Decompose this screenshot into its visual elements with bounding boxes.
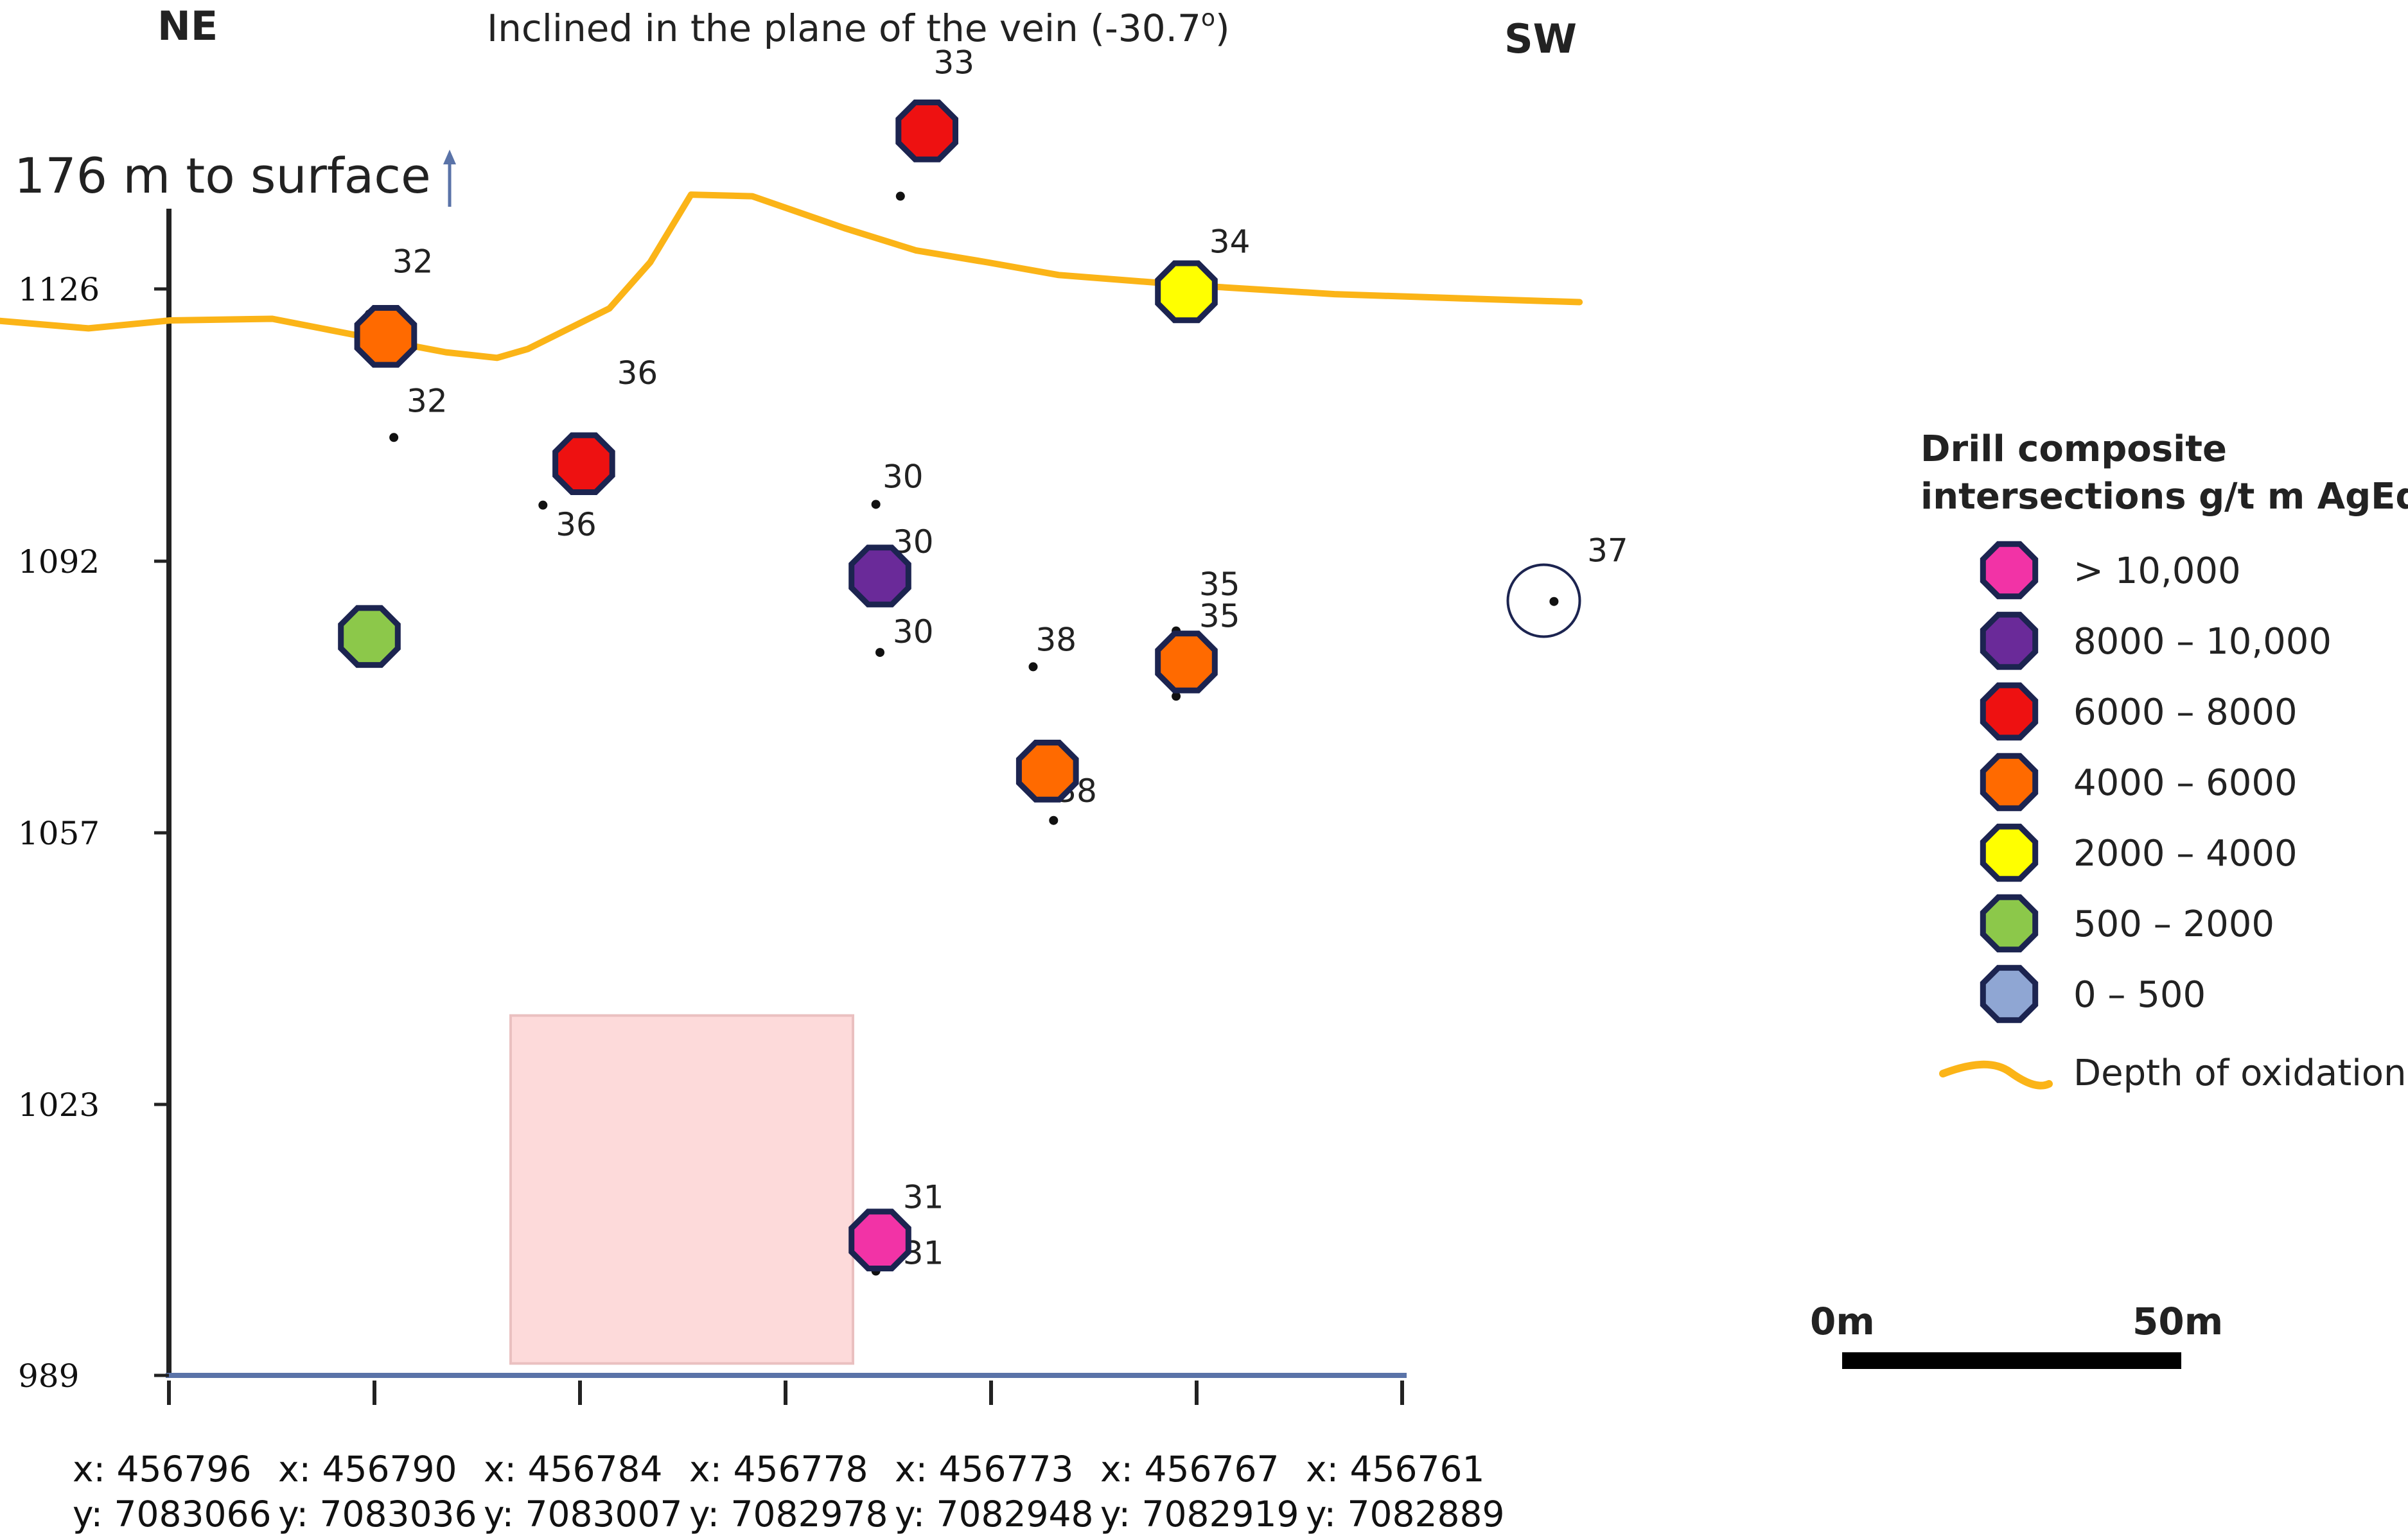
- x-tick-easting-label: x: 456790: [278, 1449, 457, 1490]
- intersection-marker: [848, 1208, 911, 1271]
- intersection-marker: [1015, 740, 1079, 803]
- x-tick-easting-label: x: 456773: [895, 1449, 1074, 1490]
- drill-hole-label: 36: [556, 506, 597, 543]
- legend-swatch: [1980, 823, 2039, 882]
- legend-swatch: [1980, 753, 2039, 812]
- legend-label: 8000 – 10,000: [2073, 621, 2332, 663]
- legend-swatch: [1980, 541, 2039, 600]
- drill-hole-label: 38: [1036, 622, 1077, 659]
- scale-bar: 0m 50m: [1810, 1300, 2223, 1369]
- scale-bar-end-label: 50m: [2132, 1300, 2223, 1343]
- scale-bar-start-label: 0m: [1810, 1300, 1875, 1343]
- open-circle-hole-marker: [1506, 563, 1581, 638]
- legend-label: 0 – 500: [2073, 974, 2206, 1016]
- legend-label: > 10,000: [2073, 550, 2241, 592]
- up-arrow-icon: [443, 150, 456, 207]
- legend-swatch: [1980, 964, 2039, 1024]
- drill-hole-dot: [1172, 692, 1181, 701]
- intersection-marker: [354, 305, 417, 368]
- intersection-marker: [338, 605, 401, 668]
- drill-hole-label: 35: [1199, 597, 1240, 634]
- section-title-degree: o: [1201, 5, 1215, 31]
- legend-oxidation-label: Depth of oxidation: [2073, 1052, 2407, 1094]
- x-tick-easting-label: x: 456796: [73, 1449, 252, 1490]
- intersection-marker: [1155, 631, 1218, 693]
- y-tick-label: 1057: [18, 815, 100, 852]
- y-tick-label: 1126: [18, 271, 100, 308]
- x-tick-northing-label: y: 7082889: [1306, 1494, 1505, 1534]
- drill-hole-label: 31: [903, 1179, 944, 1216]
- drill-hole-label: 30: [893, 613, 934, 650]
- drill-hole-label: 36: [617, 354, 658, 392]
- legend-label: 500 – 2000: [2073, 903, 2274, 945]
- drill-hole-dot: [1049, 815, 1059, 825]
- drill-hole-dot: [871, 500, 881, 509]
- legend-swatch: [1980, 682, 2039, 741]
- drill-hole-label: 32: [392, 243, 434, 281]
- drill-hole-label: 37: [1587, 532, 1628, 570]
- drill-hole-dot: [895, 191, 905, 201]
- drill-hole-label: 32: [407, 383, 448, 420]
- surface-depth-note: 176 m to surface: [14, 147, 431, 204]
- intersection-markers: [338, 100, 1218, 1271]
- legend-title-line1: Drill composite: [1920, 428, 2227, 470]
- legend-oxidation-swatch: [1939, 1060, 2053, 1090]
- intersection-marker: [1155, 260, 1218, 324]
- legend-label: 4000 – 6000: [2073, 762, 2298, 804]
- drill-hole-dot: [538, 500, 548, 510]
- x-tick-easting-label: x: 456767: [1100, 1449, 1279, 1490]
- intersection-marker: [895, 100, 958, 162]
- x-tick-easting-label: x: 456761: [1306, 1449, 1485, 1490]
- legend-items: > 10,000 8000 – 10,000 6000 – 8000 4000 – 6…: [1980, 541, 2332, 1024]
- legend: Drill composite intersections g/t m AgEq…: [1920, 428, 2408, 1094]
- intersection-marker: [848, 545, 911, 607]
- x-tick-easting-label: x: 456784: [484, 1449, 663, 1490]
- scale-bar-line: [1842, 1352, 2181, 1369]
- y-tick-label: 1023: [18, 1086, 100, 1124]
- highlight-region: [509, 1014, 854, 1365]
- y-tick-label: 1092: [18, 543, 100, 580]
- section-title: Inclined in the plane of the vein (-30.7…: [487, 5, 1230, 50]
- x-tick-easting-label: x: 456778: [689, 1449, 868, 1490]
- drill-hole-dot: [875, 648, 884, 658]
- section-title-main: Inclined in the plane of the vein (-30.7: [487, 6, 1201, 50]
- intersection-marker: [552, 432, 615, 495]
- x-tick-northing-label: y: 7083066: [73, 1494, 272, 1534]
- drill-hole-dot: [1549, 597, 1559, 606]
- legend-label: 6000 – 8000: [2073, 692, 2298, 733]
- legend-swatch: [1980, 611, 2039, 670]
- ne-direction-label: NE: [157, 3, 218, 49]
- x-tick-northing-label: y: 7083007: [484, 1494, 683, 1534]
- legend-label: 2000 – 4000: [2073, 833, 2298, 875]
- section-title-close: ): [1215, 6, 1230, 50]
- x-tick-northing-label: y: 7082978: [689, 1494, 888, 1534]
- drill-hole-label: 30: [883, 458, 924, 495]
- drill-hole-label: 34: [1209, 223, 1251, 261]
- y-tick-label: 989: [18, 1357, 79, 1395]
- legend-swatch: [1980, 894, 2039, 953]
- x-tick-northing-label: y: 7082948: [895, 1494, 1094, 1534]
- oxidation-depth-line: [0, 191, 1583, 362]
- sw-direction-label: SW: [1504, 15, 1577, 62]
- drill-hole-label: 33: [934, 44, 975, 82]
- drill-hole-label: 35: [1199, 566, 1240, 603]
- x-tick-northing-label: y: 7083036: [278, 1494, 477, 1534]
- y-axis-ticks: 1126 1092 1057 1023 989: [18, 271, 169, 1395]
- drill-hole-dot: [1028, 662, 1038, 672]
- legend-title-line2: intersections g/t m AgEq: [1920, 476, 2408, 518]
- x-tick-northing-label: y: 7082919: [1100, 1494, 1299, 1534]
- drill-hole-dot: [389, 433, 399, 442]
